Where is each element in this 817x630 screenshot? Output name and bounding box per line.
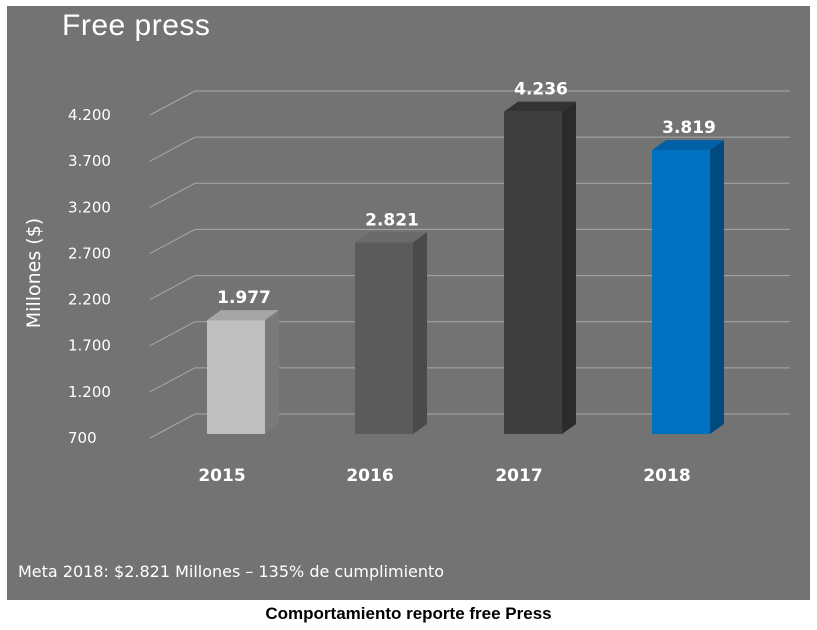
bar xyxy=(355,242,413,434)
bar xyxy=(652,150,710,434)
bar xyxy=(504,111,562,435)
data-label: 1.977 xyxy=(217,288,271,308)
gridline-diag xyxy=(149,413,196,439)
bar-side xyxy=(413,232,427,434)
y-tick-label: 2.700 xyxy=(68,244,111,262)
figure-caption: Comportamiento reporte free Press xyxy=(265,604,552,623)
gridline-diag xyxy=(149,275,196,301)
x-tick-label: 2017 xyxy=(495,466,542,486)
bar-top xyxy=(355,232,427,243)
data-label: 2.821 xyxy=(365,210,419,230)
x-tick-label: 2015 xyxy=(198,466,245,486)
y-axis-label: Millones ($) xyxy=(23,217,45,329)
y-tick-label: 1.200 xyxy=(68,383,111,401)
y-tick-label: 1.700 xyxy=(68,337,111,355)
gridline-diag xyxy=(149,136,196,162)
data-label: 4.236 xyxy=(514,80,568,100)
chart-title: Free press xyxy=(62,9,211,42)
y-tick-label: 700 xyxy=(68,429,97,447)
gridline-diag xyxy=(149,182,196,208)
bar-top xyxy=(504,101,576,112)
x-tick-label: 2016 xyxy=(346,466,393,486)
goal-annotation: Meta 2018: $2.821 Millones – 135% de cum… xyxy=(18,562,445,581)
data-label: 3.819 xyxy=(662,118,716,138)
gridline-diag xyxy=(149,321,196,347)
y-tick-label: 3.200 xyxy=(68,198,111,216)
y-tick-label: 4.200 xyxy=(68,106,111,124)
bar-side xyxy=(562,101,576,435)
x-tick-label: 2018 xyxy=(643,466,690,486)
gridline-diag xyxy=(149,367,196,393)
bar-top xyxy=(207,310,279,321)
y-tick-label: 2.200 xyxy=(68,291,111,309)
y-tick-label: 3.700 xyxy=(68,152,111,170)
gridline-diag xyxy=(149,90,196,116)
bar-side xyxy=(265,310,279,434)
bar-side xyxy=(710,140,724,434)
bar-top xyxy=(652,140,724,151)
gridline-diag xyxy=(149,228,196,254)
bar xyxy=(207,320,265,434)
